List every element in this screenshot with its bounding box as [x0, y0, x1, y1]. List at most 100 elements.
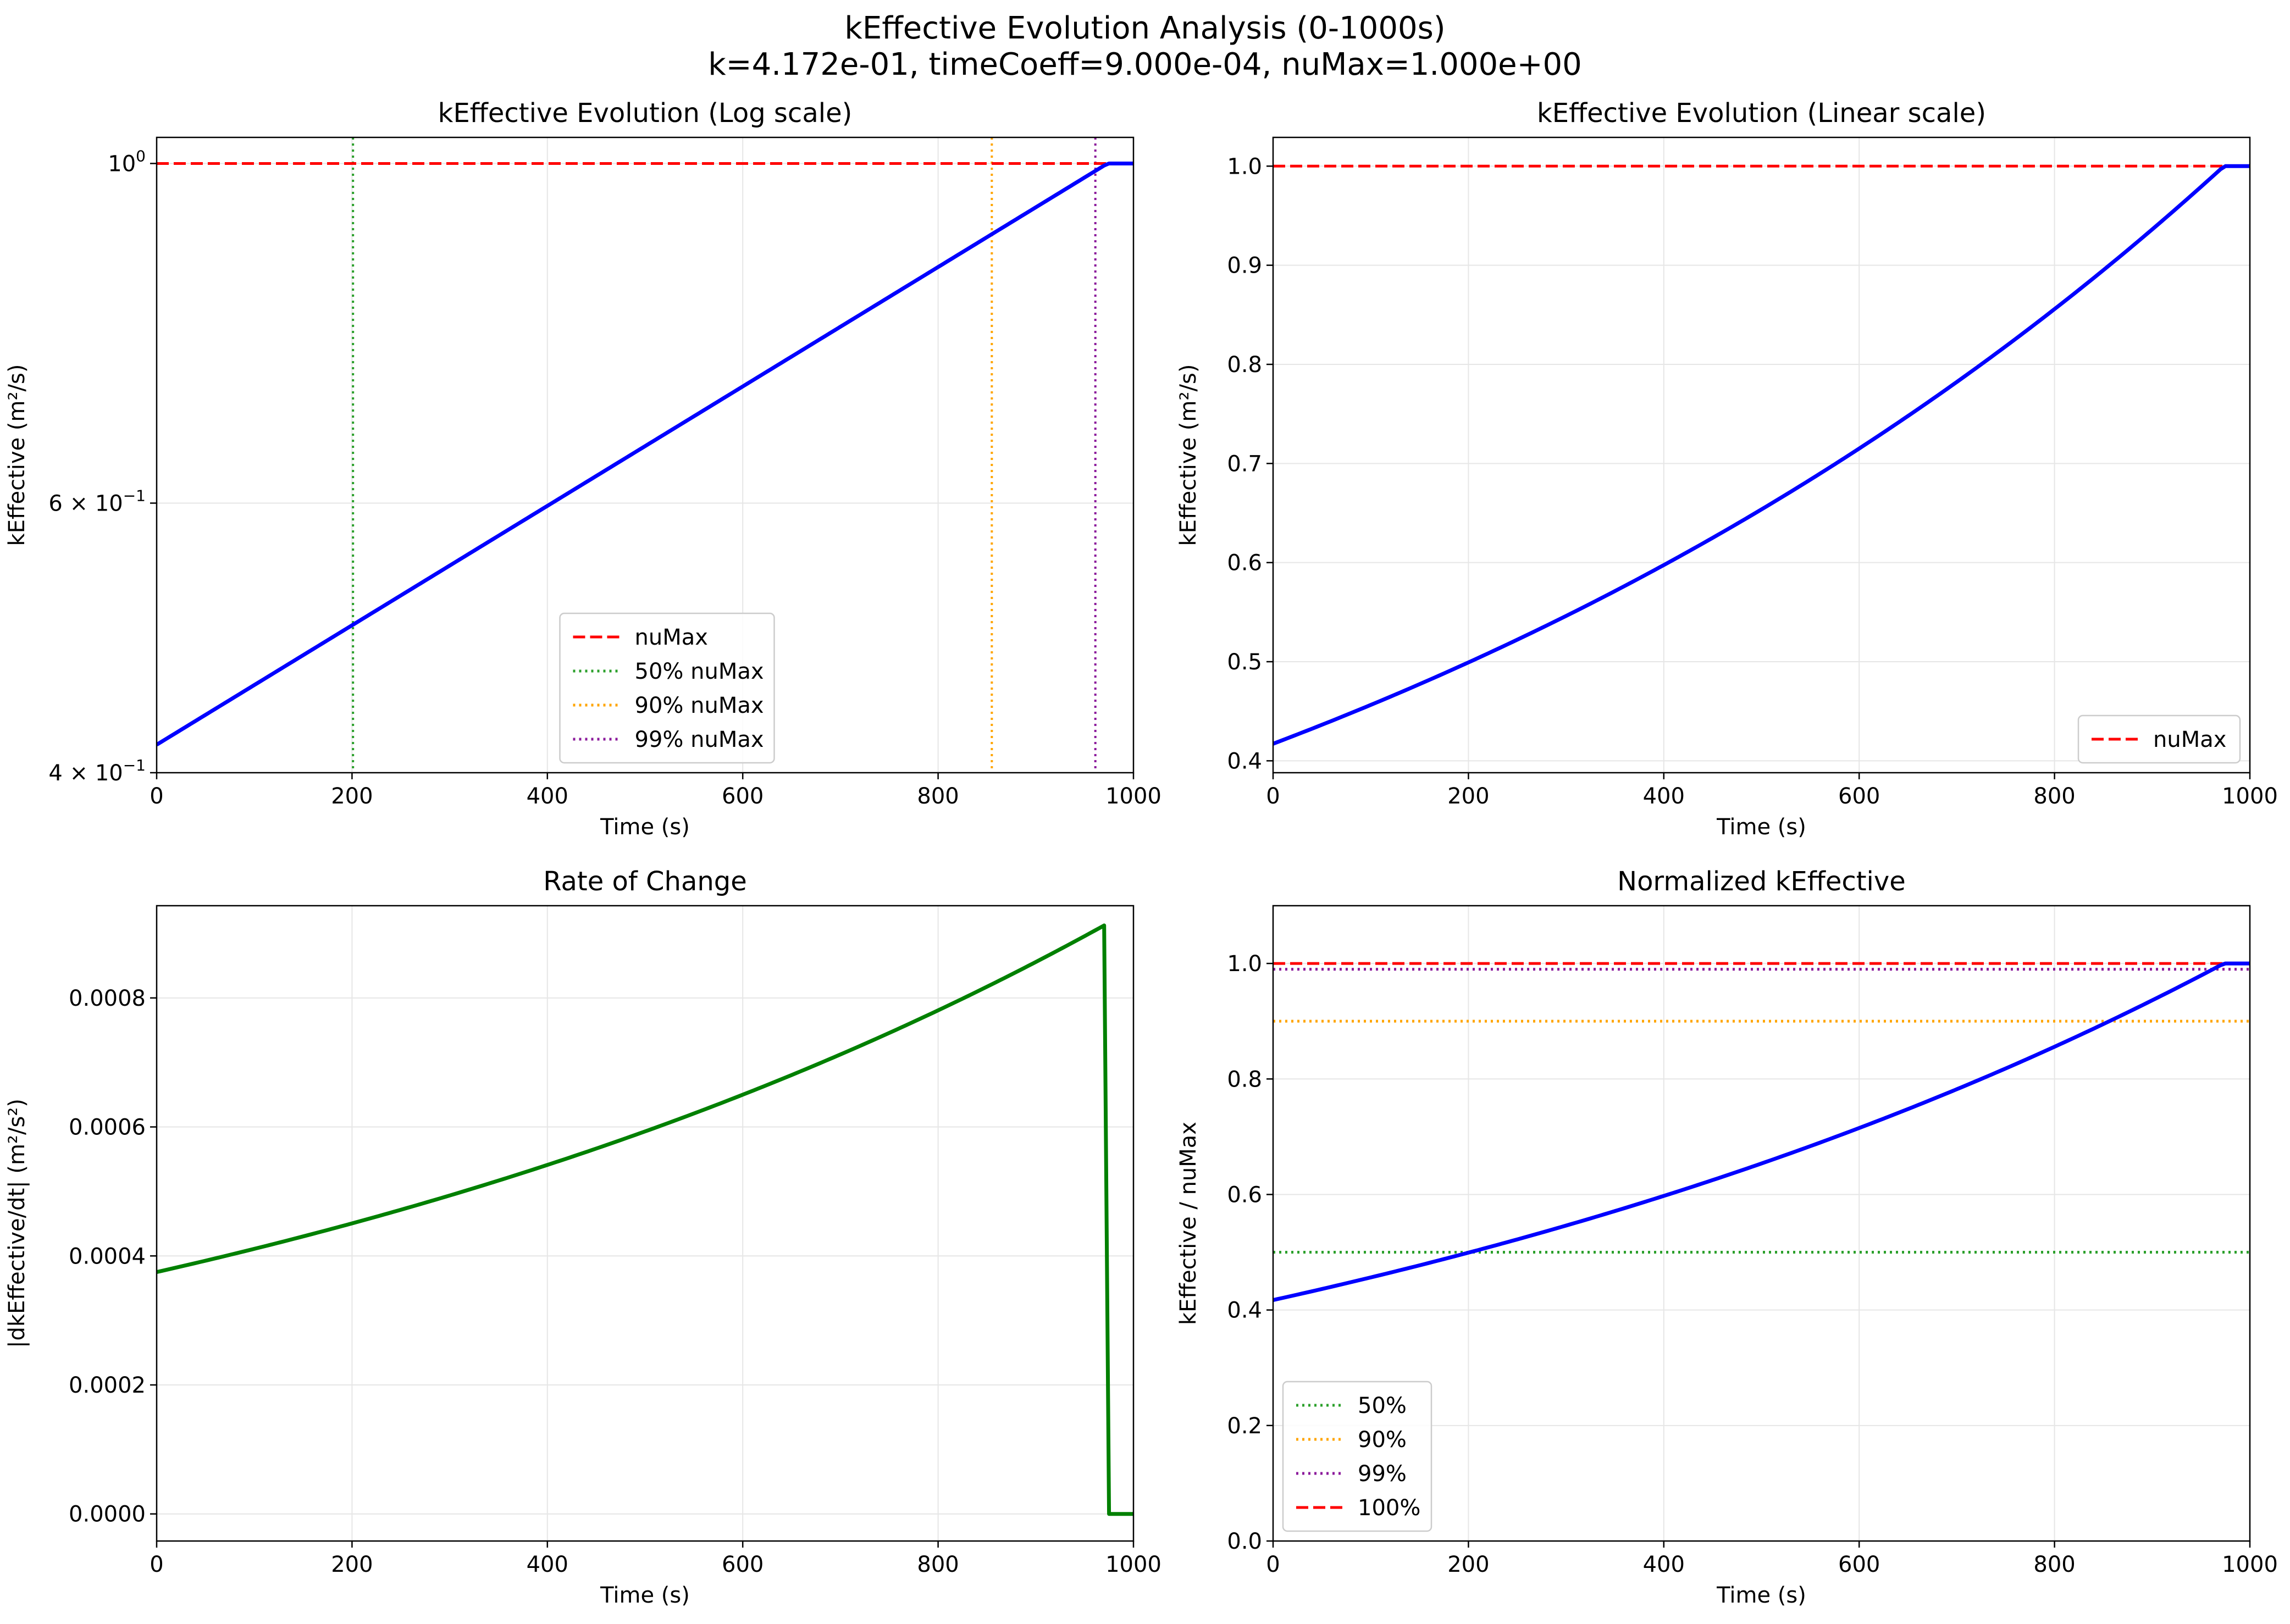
- y-tick-label: 0.4: [1227, 749, 1262, 774]
- legend: nuMax 50% nuMax 90% nuMax 99% nuMax: [559, 612, 775, 764]
- x-tick-label: 400: [1643, 1552, 1685, 1577]
- y-tick-times: × 10: [63, 761, 123, 786]
- legend-label: 90%: [1358, 1427, 1407, 1453]
- y-tick-exponent: −1: [123, 756, 146, 774]
- x-tick-label: 200: [1447, 784, 1489, 809]
- y-tick-label: 0.0006: [69, 1115, 146, 1140]
- x-tick-label: 200: [331, 784, 373, 809]
- y-tick-label: 0.9: [1227, 253, 1262, 279]
- x-axis-label: Time (s): [600, 814, 690, 840]
- y-tick-label: 0.0004: [69, 1244, 146, 1269]
- y-tick-label: 6 × 10−1: [48, 486, 146, 516]
- panel-title: Normalized kEffective: [1617, 866, 1906, 897]
- series-line-kEffective: [1273, 961, 2250, 1302]
- axes-frame: [1272, 136, 2251, 774]
- panel-title: kEffective Evolution (Linear scale): [1537, 98, 1986, 129]
- plot-area: [157, 923, 1133, 1516]
- x-tick-label: 1000: [1105, 1552, 1161, 1577]
- plot-area: [157, 137, 1133, 773]
- y-tick-label: 0.5: [1227, 650, 1262, 675]
- y-tick-label: 4 × 10−1: [48, 756, 146, 786]
- panel-rate: 0 200 400 600 800 1000 0.0000 0.0002 0.0004 0.000…: [4, 866, 1161, 1608]
- y-tick-label: 0.4: [1227, 1298, 1262, 1323]
- legend-label: 90% nuMax: [635, 693, 764, 718]
- x-tick-label: 600: [1838, 784, 1880, 809]
- legend-label: 99%: [1358, 1461, 1407, 1487]
- legend-box: [2077, 714, 2241, 764]
- x-tick-label: 0: [1266, 1552, 1280, 1577]
- y-tick-label: 0.0008: [69, 986, 146, 1011]
- y-tick-label: 100: [108, 147, 146, 176]
- panel-norm: 0 200 400 600 800 1000 0.0 0.2 0.4 0.6 0.8 1.0 Norma…: [1176, 866, 2278, 1608]
- x-axis-label: Time (s): [1716, 814, 1806, 840]
- y-tick-label: 0.8: [1227, 1067, 1262, 1092]
- x-tick-label: 600: [722, 784, 764, 809]
- panel-title: Rate of Change: [543, 866, 747, 897]
- y-tick-exponent: −1: [123, 486, 146, 505]
- x-tick-label: 800: [917, 784, 959, 809]
- panel-lin: 0 200 400 600 800 1000 0.4 0.5 0.6 0.7 0.8 0.9 1.0 kE…: [1176, 98, 2278, 840]
- x-tick-label: 400: [1643, 784, 1685, 809]
- series-line-kEffective: [1273, 164, 2250, 746]
- axes-frame: [156, 136, 1135, 774]
- y-tick-label: 1.0: [1227, 154, 1262, 179]
- y-tick-label: 0.2: [1227, 1414, 1262, 1439]
- figure-title-line1: kEffective Evolution Analysis (0-1000s): [844, 10, 1445, 46]
- legend-label: nuMax: [635, 625, 708, 650]
- x-tick-label: 600: [722, 1552, 764, 1577]
- y-tick-label: 0.6: [1227, 551, 1262, 576]
- legend: 50% 90% 99% 100%: [1282, 1381, 1432, 1532]
- series-line-kEffective: [157, 161, 1133, 747]
- legend-label: nuMax: [2153, 727, 2226, 752]
- x-tick-label: 200: [331, 1552, 373, 1577]
- y-tick-label: 0.0002: [69, 1373, 146, 1398]
- axes-frame: [1272, 905, 2251, 1542]
- y-tick-label: 0.0000: [69, 1502, 146, 1527]
- legend-box: [1282, 1381, 1432, 1532]
- legend-label: 99% nuMax: [635, 727, 764, 752]
- legend: nuMax: [2077, 714, 2241, 764]
- x-tick-label: 1000: [2222, 1552, 2278, 1577]
- y-axis-label: |dkEffective/dt| (m²/s²): [4, 1099, 30, 1348]
- x-tick-label: 1000: [1105, 784, 1161, 809]
- y-axis-label: kEffective (m²/s): [1176, 364, 1201, 546]
- panel-title: kEffective Evolution (Log scale): [438, 98, 853, 129]
- legend-label: 100%: [1358, 1495, 1420, 1521]
- y-tick-label: 0.0: [1227, 1529, 1262, 1554]
- x-axis-label: Time (s): [1716, 1583, 1806, 1608]
- y-tick-times: × 10: [63, 491, 123, 516]
- y-tick-label: 0.8: [1227, 352, 1262, 378]
- y-axis-label: kEffective / nuMax: [1176, 1122, 1201, 1325]
- x-tick-label: 400: [527, 784, 568, 809]
- figure-title-line2: k=4.172e-01, timeCoeff=9.000e-04, nuMax=…: [708, 47, 1582, 82]
- x-tick-label: 800: [2033, 784, 2075, 809]
- x-tick-label: 800: [2033, 1552, 2075, 1577]
- y-tick-label: 0.6: [1227, 1182, 1262, 1207]
- x-tick-label: 200: [1447, 1552, 1489, 1577]
- plot-area: [1273, 164, 2250, 746]
- y-axis-label: kEffective (m²/s): [4, 364, 30, 546]
- y-tick-mantissa: 6: [48, 491, 62, 516]
- x-axis-label: Time (s): [600, 1583, 690, 1608]
- y-tick-label: 1.0: [1227, 951, 1262, 977]
- x-tick-label: 0: [1266, 784, 1280, 809]
- y-tick-label: 0.7: [1227, 451, 1262, 476]
- legend-label: 50%: [1358, 1393, 1407, 1418]
- x-tick-label: 1000: [2222, 784, 2278, 809]
- series-line-rate: [157, 923, 1133, 1516]
- x-tick-label: 0: [150, 1552, 163, 1577]
- y-tick-base: 10: [108, 151, 136, 176]
- x-tick-label: 400: [527, 1552, 568, 1577]
- y-tick-exponent: 0: [136, 147, 146, 165]
- legend-box: [559, 612, 775, 764]
- x-tick-label: 800: [917, 1552, 959, 1577]
- x-tick-label: 0: [150, 784, 163, 809]
- legend-label: 50% nuMax: [635, 659, 764, 684]
- x-tick-label: 600: [1838, 1552, 1880, 1577]
- y-tick-mantissa: 4: [48, 761, 62, 786]
- axes-frame: [156, 905, 1135, 1542]
- plot-area: [1273, 961, 2250, 1302]
